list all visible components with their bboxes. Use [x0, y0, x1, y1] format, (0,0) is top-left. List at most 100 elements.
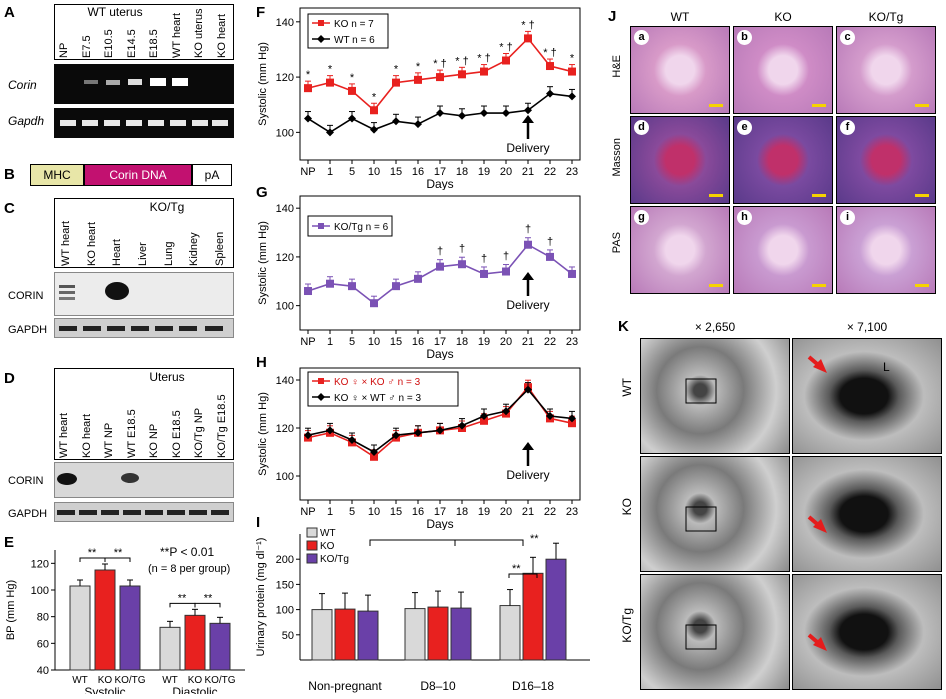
- group-label: D16–18: [512, 679, 554, 693]
- lane-label: WT NP: [103, 422, 116, 458]
- x-tick-label: 21: [522, 166, 534, 178]
- y-axis-label: Systolic (mm Hg): [257, 42, 269, 126]
- lumen-label: L: [883, 360, 890, 374]
- band: [167, 510, 185, 515]
- band: [131, 326, 149, 331]
- x-tick-label: WT: [72, 675, 88, 686]
- panel-j-col-kotg: KO/Tg: [868, 10, 904, 24]
- em-arrow-layer: [807, 515, 827, 533]
- x-axis-label: Days: [426, 347, 453, 360]
- panel-c-group-header: KO/Tg: [149, 200, 185, 214]
- band: [105, 282, 129, 300]
- bar: [94, 569, 116, 671]
- histology-tile: e: [733, 116, 833, 204]
- data-point: [524, 240, 532, 249]
- panel-f: F 100 120 140 NP 1 5 10 15 16 17 18 19 20 21 22 23 Days S…: [250, 0, 590, 191]
- legend-wt: WT n = 6: [334, 35, 375, 46]
- x-tick-label: 15: [390, 336, 402, 348]
- sig-marker: *: [416, 61, 421, 73]
- sig-marker: **: [512, 563, 521, 575]
- band: [126, 120, 142, 126]
- band: [82, 120, 98, 126]
- panel-a-row-gapdh: Gapdh: [8, 114, 45, 128]
- delivery-arrow-head: [522, 272, 534, 280]
- x-tick-label: 16: [412, 336, 424, 348]
- sig-marker: †: [547, 236, 553, 248]
- sig-marker: †: [437, 246, 443, 258]
- scale-bar: [709, 284, 723, 287]
- tile-letter: d: [634, 120, 649, 135]
- sig-bracket: [508, 573, 538, 578]
- panel-a-gel-corin: [54, 64, 234, 104]
- bar: [69, 585, 91, 671]
- data-point: [392, 431, 400, 440]
- histology-tile: c: [836, 26, 936, 114]
- em-tile: [640, 456, 790, 572]
- sig-marker: †: [525, 224, 531, 236]
- band: [59, 297, 75, 300]
- legend-label: KO/Tg: [320, 554, 349, 565]
- band: [79, 510, 97, 515]
- panel-a-gapdh-bands: [60, 120, 228, 126]
- y-tick-label: 80: [37, 612, 49, 624]
- legend-label: WT: [320, 528, 336, 539]
- tile-letter: h: [737, 210, 752, 225]
- y-tick-label: 120: [276, 423, 294, 435]
- panel-k: K × 2,650 × 7,100 WT KO KO/Tg L: [600, 308, 946, 694]
- legend-swatch: [306, 527, 318, 538]
- delivery-label: Delivery: [506, 298, 549, 312]
- panel-g-label: G: [256, 184, 268, 201]
- panel-d-blot-corin: [54, 462, 234, 498]
- band: [104, 120, 120, 126]
- x-tick-label: 18: [456, 166, 468, 178]
- data-point: [326, 128, 334, 137]
- data-point: [326, 78, 334, 87]
- bar: [159, 626, 181, 671]
- band: [59, 326, 77, 331]
- y-axis-label: Systolic (mm Hg): [257, 221, 269, 305]
- data-point: [304, 84, 312, 93]
- em-tile: [792, 456, 942, 572]
- data-point: [546, 89, 554, 98]
- sig-marker: †: [481, 253, 487, 265]
- data-point: [546, 412, 554, 420]
- legend-swatch: [306, 540, 318, 551]
- band: [205, 326, 223, 331]
- sig-marker: *: [372, 91, 377, 103]
- data-point: [436, 262, 444, 271]
- x-tick-label: 23: [566, 166, 578, 178]
- x-tick-label: NP: [300, 336, 315, 348]
- lane-label: Liver: [137, 242, 149, 266]
- data-point: [524, 34, 532, 43]
- bar: [450, 607, 472, 661]
- legend-kotg: KO/Tg n = 6: [334, 222, 389, 233]
- x-tick-label: 15: [390, 166, 402, 178]
- y-tick-label: 140: [276, 203, 294, 215]
- histology-tile: g: [630, 206, 730, 294]
- panel-c-row-corin: CORIN: [8, 290, 44, 302]
- x-tick-label: 16: [412, 506, 424, 518]
- em-arrow-layer: [685, 506, 717, 532]
- bar: [499, 605, 521, 661]
- histology-tile: a: [630, 26, 730, 114]
- y-tick-label: 120: [31, 558, 49, 570]
- construct-mhc: MHC: [30, 164, 84, 186]
- legend-marker: [318, 223, 324, 229]
- lane-label: NP: [58, 42, 71, 58]
- band: [192, 120, 208, 126]
- tile-letter: b: [737, 30, 752, 45]
- x-tick-label: 22: [544, 166, 556, 178]
- sig-marker: †: [503, 251, 509, 263]
- lane-label: WT heart: [58, 412, 71, 458]
- panel-d-gapdh-bands: [57, 510, 229, 515]
- y-tick-label: 120: [276, 252, 294, 264]
- scale-bar: [812, 194, 826, 197]
- panel-a-label: A: [4, 4, 15, 21]
- data-point: [436, 109, 444, 118]
- x-tick-label: 16: [412, 166, 424, 178]
- band: [59, 291, 75, 294]
- legend-swatch: [306, 553, 318, 564]
- lane-label: KO heart: [80, 413, 93, 458]
- x-tick-label: 17: [434, 336, 446, 348]
